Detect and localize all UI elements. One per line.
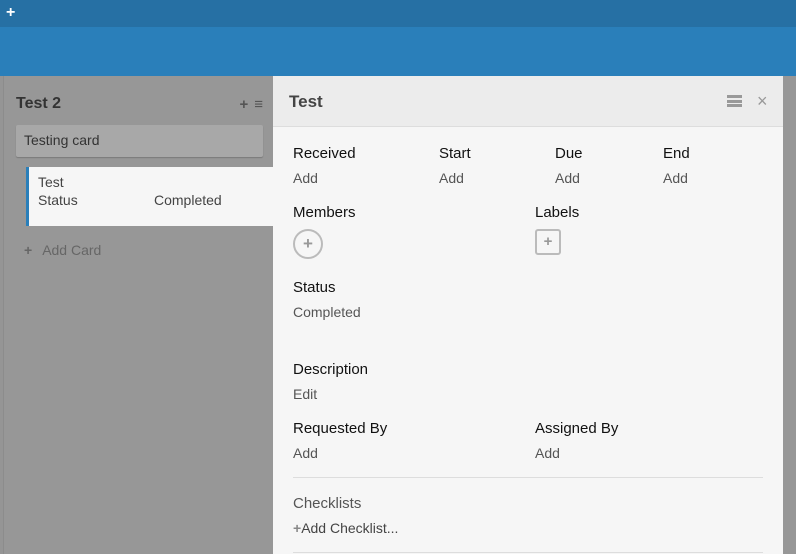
members-label: Members [293, 204, 356, 221]
add-card-icon[interactable]: + [239, 96, 249, 113]
end-label: End [663, 145, 690, 162]
close-icon[interactable]: × [757, 91, 768, 111]
card-field-label: Status [38, 192, 78, 208]
add-board-button[interactable]: + [6, 4, 16, 21]
plus-icon: + [293, 520, 302, 536]
status-label: Status [293, 279, 336, 296]
checklists-label: Checklists [293, 495, 362, 512]
card-detail-title[interactable]: Test [289, 92, 323, 111]
requested-by-add[interactable]: Add [293, 445, 318, 461]
description-edit[interactable]: Edit [293, 386, 318, 402]
top-bar: + [0, 0, 796, 27]
divider [293, 552, 763, 553]
add-checklist-button[interactable]: +Add Checklist... [293, 520, 398, 536]
assigned-by-add[interactable]: Add [535, 445, 560, 461]
start-label: Start [439, 145, 471, 162]
status-value[interactable]: Completed [293, 304, 361, 320]
description-label: Description [293, 361, 369, 378]
card-title: Test [38, 174, 64, 190]
start-add[interactable]: Add [439, 170, 464, 186]
list-test-2: Test 2 + ≡ Testing card Test Status Compl… [3, 76, 276, 554]
card-detail-panel: Test × Received Add Start Add Due Add En… [273, 76, 783, 554]
hamburger-menu-icon[interactable] [727, 95, 742, 107]
add-card-button[interactable]: + Add Card [24, 242, 101, 258]
end-add[interactable]: Add [663, 170, 688, 186]
list-menu-icon[interactable]: ≡ [254, 96, 263, 113]
due-label: Due [555, 145, 583, 162]
add-label-button[interactable]: + [535, 229, 561, 255]
divider [293, 477, 763, 478]
received-label: Received [293, 145, 356, 162]
plus-icon: + [24, 242, 33, 258]
labels-label: Labels [535, 204, 580, 221]
add-member-button[interactable]: + [293, 229, 323, 259]
add-card-label: Add Card [42, 242, 102, 258]
list-title[interactable]: Test 2 [16, 95, 62, 112]
card-field-value: Completed [154, 192, 222, 208]
card-test[interactable]: Test Status Completed [26, 167, 276, 226]
board-header [0, 27, 796, 76]
assigned-by-label: Assigned By [535, 420, 619, 437]
received-add[interactable]: Add [293, 170, 318, 186]
next-list-edge [783, 76, 796, 554]
card-testing-card[interactable]: Testing card [16, 125, 263, 157]
add-checklist-label: Add Checklist... [301, 520, 399, 536]
due-add[interactable]: Add [555, 170, 580, 186]
requested-by-label: Requested By [293, 420, 388, 437]
